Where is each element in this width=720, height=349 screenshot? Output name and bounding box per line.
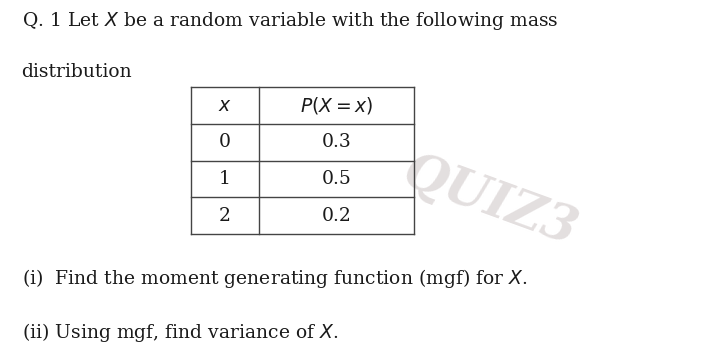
Text: $P(X = x)$: $P(X = x)$ [300,95,373,116]
Text: 0: 0 [219,133,231,151]
Text: 2: 2 [219,207,231,224]
Text: QUIZ3: QUIZ3 [396,148,583,257]
Text: Q. 1 Let $X$ be a random variable with the following mass: Q. 1 Let $X$ be a random variable with t… [22,10,558,32]
Text: 0.5: 0.5 [322,170,351,188]
Text: distribution: distribution [22,63,132,81]
Text: 0.2: 0.2 [322,207,351,224]
Text: $x$: $x$ [218,97,232,114]
Text: 1: 1 [219,170,231,188]
Text: (i)  Find the moment generating function (mgf) for $X$.: (i) Find the moment generating function … [22,267,527,290]
Text: 0.3: 0.3 [322,133,351,151]
Text: (ii) Using mgf, find variance of $X$.: (ii) Using mgf, find variance of $X$. [22,321,338,344]
